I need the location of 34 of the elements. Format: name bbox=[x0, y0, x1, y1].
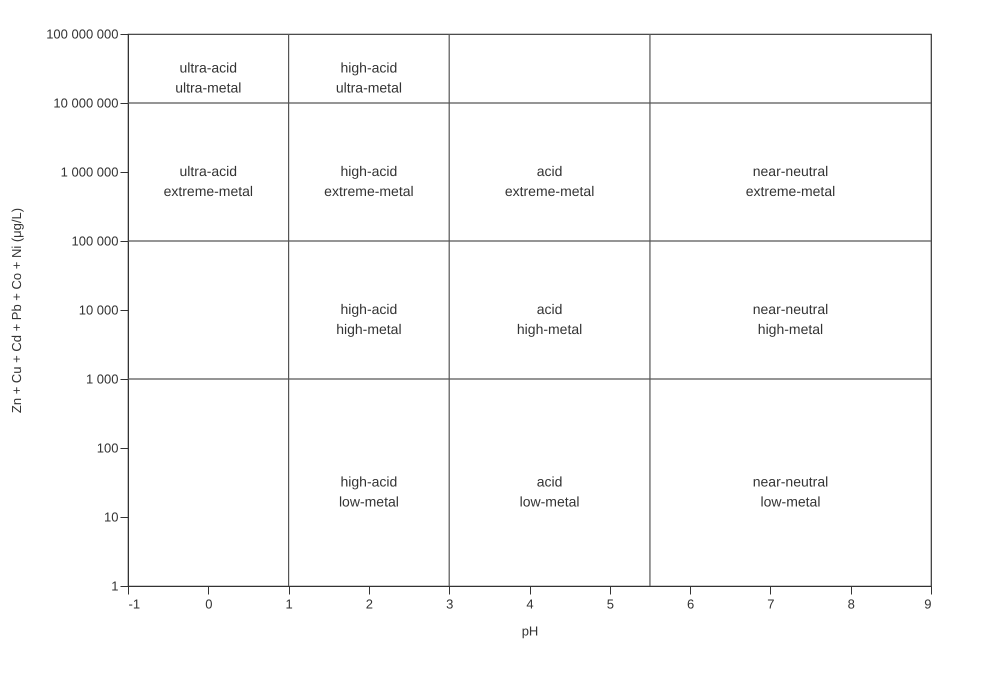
y-tick-label: 10 000 bbox=[78, 302, 118, 318]
x-tick-label: 0 bbox=[205, 596, 212, 612]
y-axis-title: Zn + Cu + Cd + Pb + Co + Ni (μg/L) bbox=[9, 208, 24, 414]
y-tick-label: 100 000 bbox=[72, 234, 118, 248]
x-tick-label: 5 bbox=[606, 596, 614, 612]
x-tick-label: 2 bbox=[366, 596, 374, 612]
y-tick-label: 1 bbox=[111, 578, 118, 594]
x-tick-label: 3 bbox=[446, 596, 454, 612]
annotation: ultra-acid extreme-metal bbox=[164, 163, 254, 199]
x-axis-title: pH bbox=[522, 624, 538, 638]
annotation: high-acid high-metal bbox=[336, 301, 402, 337]
annotation: acid low-metal bbox=[520, 474, 580, 510]
x-tick-label: 6 bbox=[686, 596, 694, 612]
annotation: high-acid ultra-metal bbox=[336, 60, 402, 96]
x-tick-label: 8 bbox=[848, 596, 855, 612]
annotation: near-neutral low-metal bbox=[752, 474, 828, 510]
x-tick-label: 4 bbox=[526, 596, 534, 612]
annotation: high-acid extreme-metal bbox=[324, 163, 414, 199]
y-tick-label: 1 000 bbox=[86, 372, 118, 386]
x-tick-label: 1 bbox=[285, 596, 293, 612]
annotation: ultra-acid ultra-metal bbox=[175, 60, 242, 96]
y-tick-label: 10 bbox=[104, 510, 118, 524]
x-tick-label: 7 bbox=[767, 596, 775, 612]
annotation: high-acid low-metal bbox=[338, 474, 399, 510]
annotation: acid extreme-metal bbox=[504, 163, 594, 199]
x-tick-label: -1 bbox=[128, 596, 140, 612]
y-tick-label: 100 000 000 bbox=[46, 26, 118, 42]
y-tick-label: 1 000 000 bbox=[60, 164, 118, 180]
annotation: near-neutral extreme-metal bbox=[746, 163, 836, 199]
annotation: acid high-metal bbox=[516, 301, 582, 337]
y-tick-label: 100 bbox=[96, 440, 118, 456]
x-tick-label: 9 bbox=[924, 596, 932, 612]
y-tick-label: 10 000 000 bbox=[53, 96, 118, 110]
annotation: near-neutral high-metal bbox=[752, 301, 828, 337]
